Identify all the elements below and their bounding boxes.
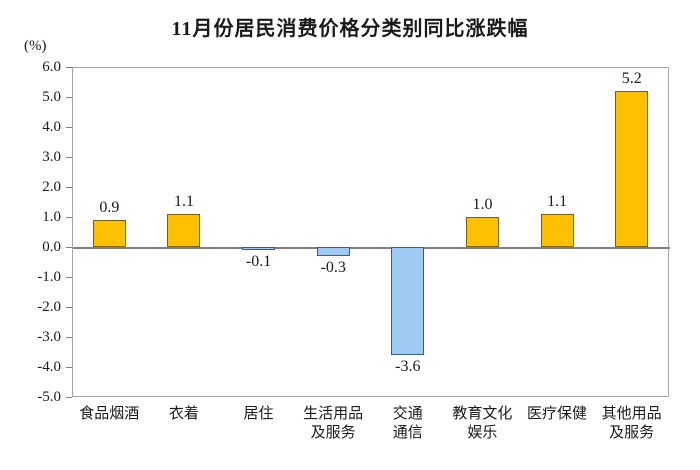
x-axis-category-label: 衣着 xyxy=(168,406,199,422)
y-axis-tick-mark xyxy=(66,97,72,98)
plot-area xyxy=(72,67,670,397)
bar xyxy=(391,247,425,355)
zero-axis-line xyxy=(73,247,670,249)
x-axis-category-label: 交通 通信 xyxy=(392,406,423,441)
x-axis-category-label: 居住 xyxy=(243,406,274,422)
bar-value-label: 5.2 xyxy=(621,70,642,87)
x-axis-category-label: 医疗保健 xyxy=(527,406,588,422)
chart-title: 11月份居民消费价格分类别同比涨跌幅 xyxy=(171,18,529,40)
bar xyxy=(167,214,201,247)
y-axis-tick-mark xyxy=(66,157,72,158)
y-axis-tick-label: 1.0 xyxy=(42,209,61,225)
bar-value-label: 1.1 xyxy=(547,193,568,210)
y-axis-tick-mark xyxy=(66,397,72,398)
x-axis-category-label: 其他用品 及服务 xyxy=(601,406,662,441)
y-axis-tick-mark xyxy=(66,307,72,308)
y-axis-tick-label: -3.0 xyxy=(37,329,61,345)
y-axis-tick-mark xyxy=(66,277,72,278)
y-axis-tick-label: -2.0 xyxy=(37,299,61,315)
bar-value-label: 1.1 xyxy=(173,193,194,210)
bar-value-label: 1.0 xyxy=(472,196,493,213)
y-axis-tick-mark xyxy=(66,127,72,128)
y-axis-tick-label: 6.0 xyxy=(42,59,61,75)
y-axis-unit-label: (%) xyxy=(24,38,47,54)
bar-value-label: -3.6 xyxy=(395,358,421,375)
bar xyxy=(540,214,574,247)
y-axis-tick-label: 2.0 xyxy=(42,179,61,195)
bar xyxy=(615,91,649,247)
y-axis-tick-label: 0.0 xyxy=(42,239,61,255)
y-axis-tick-label: 3.0 xyxy=(42,149,61,165)
x-axis-category-label: 生活用品 及服务 xyxy=(303,406,364,441)
y-axis-tick-mark xyxy=(66,67,72,68)
y-axis-tick-label: 4.0 xyxy=(42,119,61,135)
bar xyxy=(92,220,126,247)
y-axis-tick-label: -5.0 xyxy=(37,389,61,405)
bar-value-label: -0.1 xyxy=(245,253,272,270)
x-axis-category-label: 食品烟酒 xyxy=(79,406,140,422)
y-axis-tick-mark xyxy=(66,337,72,338)
bar xyxy=(242,247,276,250)
bar-value-label: -0.3 xyxy=(320,259,346,276)
y-axis-tick-label: -4.0 xyxy=(37,359,61,375)
y-axis-tick-label: 5.0 xyxy=(42,89,61,105)
y-axis-tick-mark xyxy=(66,187,72,188)
y-axis-tick-label: -1.0 xyxy=(37,269,61,285)
bar xyxy=(465,217,499,247)
y-axis-tick-mark xyxy=(66,247,72,248)
bar-value-label: 0.9 xyxy=(99,199,120,216)
bar xyxy=(316,247,350,256)
y-axis-tick-mark xyxy=(66,367,72,368)
y-axis-tick-mark xyxy=(66,217,72,218)
x-axis-category-label: 教育文化 娱乐 xyxy=(452,406,513,441)
